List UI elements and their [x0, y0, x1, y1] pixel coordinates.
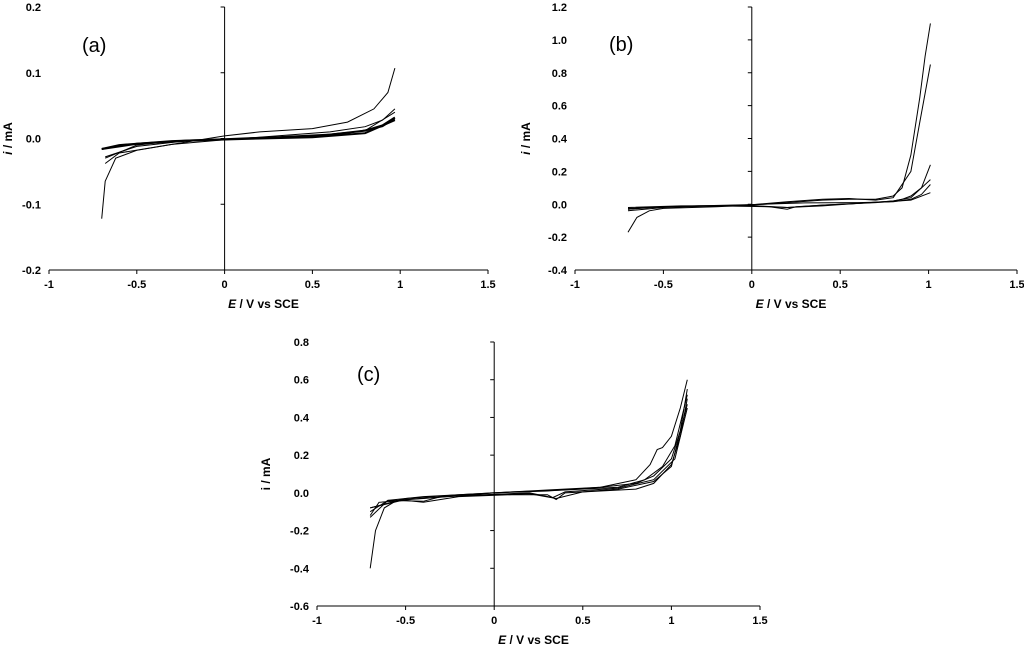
y-tick-label: 1.2: [552, 2, 567, 14]
x-tick-label: -0.5: [396, 615, 415, 627]
y-tick-label: 0.4: [294, 412, 310, 424]
x-tick-label: 0: [491, 615, 497, 627]
y-tick-label: -0.1: [22, 199, 41, 211]
x-tick-label: 1: [397, 279, 403, 291]
x-tick-label: 0.5: [833, 279, 848, 291]
series-line: [370, 394, 688, 509]
x-axis-label: E / V vs SCE: [756, 297, 827, 311]
y-tick-label: -0.4: [548, 265, 568, 277]
y-tick-label: 1.0: [552, 35, 567, 47]
y-tick-label: 0.0: [552, 199, 567, 211]
x-tick-label: 0: [222, 279, 228, 291]
chart-b: -1 -0.5 0 0.5 1 1.5 -0.4 -0.2 0.0 0.2 0.4 0.6 0.8 1.0…: [519, 2, 1024, 311]
y-tick-label: 0.8: [552, 68, 567, 80]
x-tick-label: 1.5: [752, 615, 767, 627]
panel-label: (a): [82, 35, 106, 57]
series-line: [104, 108, 396, 164]
y-axis-label: i / mA: [1, 122, 15, 155]
chart-a: -1 -0.5 0 0.5 1 1.5 -0.2 -0.1 0.0 0.1 0.2 (a) E / V …: [1, 2, 496, 311]
series-line: [627, 23, 931, 233]
series-line: [101, 119, 396, 150]
series-line: [370, 407, 688, 509]
series-line: [369, 404, 688, 513]
y-tick-label: -0.2: [22, 265, 41, 277]
y-tick-label: 0.6: [552, 101, 567, 113]
x-tick-label: 0.5: [305, 279, 320, 291]
y-tick-label: 0.1: [26, 68, 41, 80]
chart-c: -1 -0.5 0 0.5 1 1.5 -0.6 -0.4 -0.2 0.0 0.2 0.4 0.6 0.…: [259, 337, 768, 647]
series-line: [369, 379, 688, 569]
y-axis-label: i / mA: [519, 122, 533, 155]
y-tick-label: 0.4: [552, 134, 568, 146]
x-tick-label: -0.5: [654, 279, 673, 291]
x-tick-label: -1: [312, 615, 322, 627]
x-tick-label: 1.5: [480, 279, 495, 291]
panel-label: (b): [609, 34, 633, 56]
series-line: [627, 179, 931, 210]
x-tick-label: 1: [668, 615, 674, 627]
x-tick-label: -0.5: [127, 279, 146, 291]
series-line: [627, 184, 931, 209]
y-tick-label: 0.8: [294, 337, 309, 349]
series-line: [627, 64, 931, 212]
x-tick-label: -1: [44, 279, 54, 291]
y-tick-label: 0.2: [552, 166, 567, 178]
x-tick-label: 1: [926, 279, 932, 291]
x-tick-label: 1.5: [1009, 279, 1024, 291]
y-tick-label: 0.6: [294, 375, 309, 387]
y-axis-label: i / mA: [259, 457, 273, 490]
series-line: [101, 67, 396, 219]
y-tick-label: -0.4: [290, 563, 310, 575]
x-tick-label: 0: [749, 279, 755, 291]
x-axis-label: E / V vs SCE: [498, 633, 569, 647]
y-tick-label: 0.2: [294, 450, 309, 462]
y-tick-label: 0.2: [26, 2, 41, 14]
y-tick-label: -0.2: [548, 232, 567, 244]
y-tick-label: -0.6: [290, 601, 309, 613]
panel-label: (c): [357, 364, 380, 386]
x-tick-label: -1: [570, 279, 580, 291]
x-axis-label: E / V vs SCE: [228, 297, 299, 311]
x-tick-label: 0.5: [575, 615, 590, 627]
y-tick-label: 0.0: [294, 488, 309, 500]
y-tick-label: -0.2: [290, 526, 309, 538]
y-tick-label: 0.0: [26, 134, 41, 146]
series-line: [627, 192, 931, 209]
